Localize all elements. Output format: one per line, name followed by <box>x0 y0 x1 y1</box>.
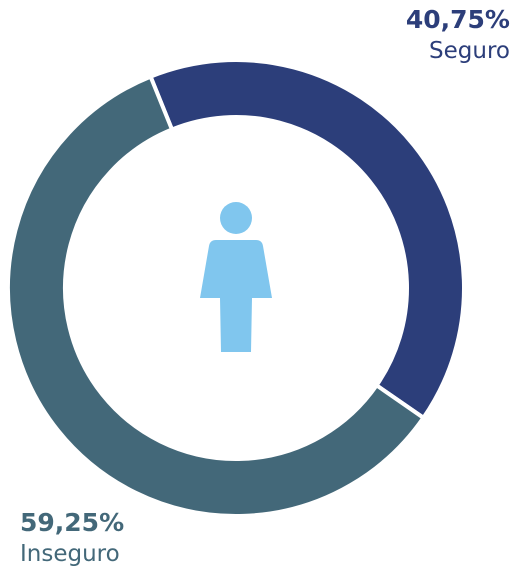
value-label: 40,75% <box>406 5 510 34</box>
donut-slice <box>6 73 427 518</box>
value-label: 59,25% <box>20 508 124 537</box>
icon-head <box>220 202 252 234</box>
category-label: Seguro <box>429 38 510 64</box>
woman-icon <box>200 202 272 352</box>
icon-body <box>200 240 272 352</box>
slices <box>6 58 466 518</box>
labels: 40,75% Seguro 59,25% Inseguro <box>20 5 510 567</box>
donut-slice <box>147 58 466 421</box>
category-label: Inseguro <box>20 541 120 567</box>
